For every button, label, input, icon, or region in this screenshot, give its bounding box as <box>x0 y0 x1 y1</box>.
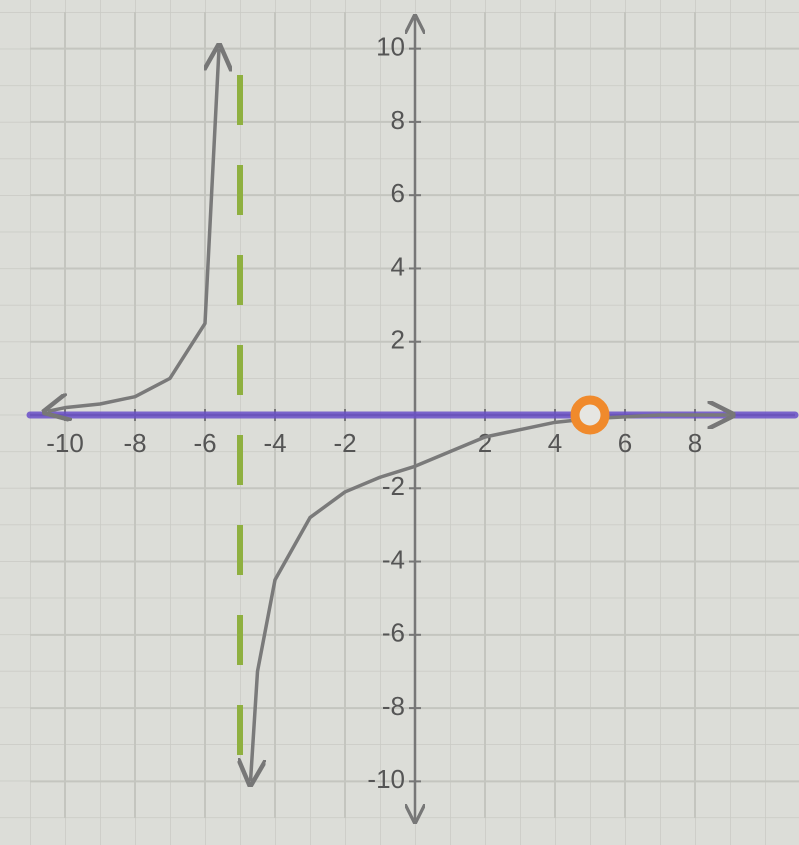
x-tick-label: 4 <box>548 428 562 458</box>
x-tick-label: -10 <box>46 428 84 458</box>
x-tick-label: 2 <box>478 428 492 458</box>
hole <box>575 400 605 430</box>
y-tick-label: 2 <box>391 325 405 355</box>
y-tick-label: 8 <box>391 105 405 135</box>
y-tick-label: -10 <box>367 764 405 794</box>
y-tick-label: 4 <box>391 251 405 281</box>
x-tick-label: 6 <box>618 428 632 458</box>
y-tick-label: 10 <box>376 32 405 62</box>
x-tick-label: -6 <box>193 428 216 458</box>
chart: -10-8-6-4-22468-10-8-6-4-2246810 <box>0 0 799 845</box>
y-tick-label: 6 <box>391 178 405 208</box>
y-tick-label: -6 <box>382 618 405 648</box>
y-tick-label: -8 <box>382 691 405 721</box>
x-tick-label: -2 <box>333 428 356 458</box>
x-tick-label: -4 <box>263 428 286 458</box>
x-tick-label: -8 <box>123 428 146 458</box>
x-tick-label: 8 <box>688 428 702 458</box>
y-tick-label: -4 <box>382 544 405 574</box>
